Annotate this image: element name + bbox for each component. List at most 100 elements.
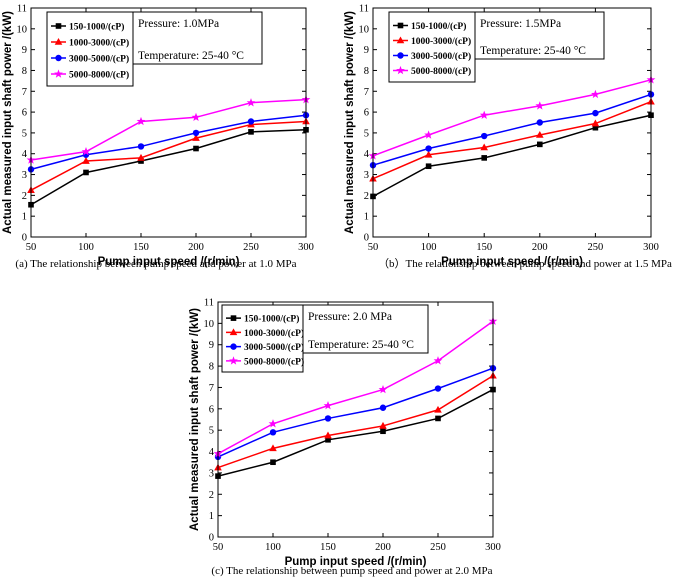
data-point [424,130,433,139]
y-tick-label: 9 [209,340,214,351]
y-tick-label: 7 [22,87,27,98]
legend-label: 3000-5000/(cP) [69,54,129,65]
x-tick-label: 300 [298,242,314,253]
y-tick-label: 1 [209,511,214,522]
y-tick-label: 1 [22,212,27,223]
chart-panel-1: 0 1 2 3 4 5 6 7 8 9 10 11 50 100 150 200 250 300 150-1000/… [2,4,314,271]
data-point [433,356,443,365]
data-point [323,401,333,410]
y-tick-label: 8 [22,66,27,77]
x-axis-title: Pump input speed /(r/min) [285,556,427,568]
temperature-label: Temperature: 25-40 °C [480,45,586,57]
series-line [217,367,494,458]
y-tick-label: 0 [22,233,27,244]
y-axis-title: Actual measured input shaft power /(kW) [2,11,14,234]
data-point [269,429,277,436]
y-tick-label: 1 [364,212,369,223]
data-point [192,129,200,137]
x-tick-label: 50 [368,242,379,253]
data-point [324,415,332,422]
legend-label: 5000-8000/(cP) [411,66,471,77]
y-tick-label: 3 [22,170,27,181]
x-tick-label: 300 [485,542,501,553]
y-tick-label: 4 [209,447,215,458]
y-tick-label: 11 [204,298,214,309]
data-point [324,431,332,439]
data-point [246,98,256,107]
y-tick-label: 2 [209,490,214,501]
data-point [537,141,543,148]
y-tick-label: 6 [209,404,214,415]
condition-box-frame [302,304,429,354]
x-tick-label: 100 [78,242,94,253]
y-tick-label: 3 [209,468,214,479]
temperature-label: Temperature: 25-40 °C [138,50,244,62]
y-tick-label: 6 [22,108,27,119]
series-line [372,79,652,157]
y-tick-label: 7 [364,87,369,98]
data-point [270,459,276,466]
data-point [434,385,442,392]
condition-box-frame [474,11,605,60]
y-tick-label: 0 [364,233,369,244]
series-line [30,129,307,206]
series-line [372,114,652,198]
data-point [591,119,600,127]
condition-box: Pressure: 1.5MPa Temperature: 25-40 °C [474,11,605,60]
data-point [435,415,441,422]
x-tick-label: 50 [213,542,224,553]
legend-marker [230,315,237,321]
legend: 150-1000/(cP) 1000-3000/(cP) 3000-5000/(cP… [46,11,134,87]
legend: 150-1000/(cP) 1000-3000/(cP) 3000-5000/(cP… [388,11,476,83]
data-point [536,119,543,126]
figure-caption: （b）The relationship between pump speed a… [378,257,672,270]
y-axis-title: Actual measured input shaft power /(kW) [344,11,356,234]
series-3 [214,365,497,461]
y-tick-label: 2 [364,191,369,202]
data-point [424,150,433,158]
data-point [325,436,331,443]
x-tick-label: 100 [265,542,281,553]
plot-frame [372,7,652,238]
series-3 [27,112,310,173]
legend-marker [54,69,63,78]
y-tick-label: 4 [364,149,370,160]
x-tick-label: 150 [133,242,149,253]
data-point [81,147,91,156]
temperature-label: Temperature: 25-40 °C [308,339,414,351]
legend-label: 1000-3000/(cP) [411,36,471,47]
series-line [30,114,307,171]
pressure-label: Pressure: 1.5MPa [480,18,561,30]
legend-marker [54,38,63,45]
x-tick-label: 200 [532,242,548,253]
series-line [372,93,652,166]
chart-panel-3: 0 1 2 3 4 5 6 7 8 9 10 11 50 100 150 200 250 300 150-1000/… [189,298,501,578]
data-point [137,143,145,150]
y-axis-title: Actual measured input shaft power /(kW) [189,308,201,531]
data-point [379,404,387,411]
y-tick-label: 10 [359,24,370,35]
pressure-label: Pressure: 2.0 MPa [308,311,392,323]
series-line [217,320,494,455]
x-axis-title: Pump input speed /(r/min) [98,256,240,268]
y-tick-label: 11 [359,4,369,15]
series-3 [369,91,655,169]
y-tick-label: 8 [364,66,369,77]
y-tick-label: 6 [364,108,369,119]
data-point [481,132,488,140]
x-tick-label: 150 [476,242,492,253]
legend-label: 3000-5000/(cP) [411,51,471,62]
legend-marker [55,23,62,29]
legend-marker [229,328,238,336]
series-line [30,98,307,161]
data-point [592,124,599,131]
x-axis-title: Pump input speed /(r/min) [441,256,583,268]
x-tick-label: 250 [243,242,259,253]
data-point [480,143,488,151]
chart-panel-2: 0 1 2 3 4 5 6 7 8 9 10 11 50 100 150 200 250 300 150-1000/… [344,4,672,271]
x-tick-label: 250 [588,242,604,253]
legend-marker [55,54,62,62]
legend-marker [229,356,238,365]
series-line [217,388,494,477]
